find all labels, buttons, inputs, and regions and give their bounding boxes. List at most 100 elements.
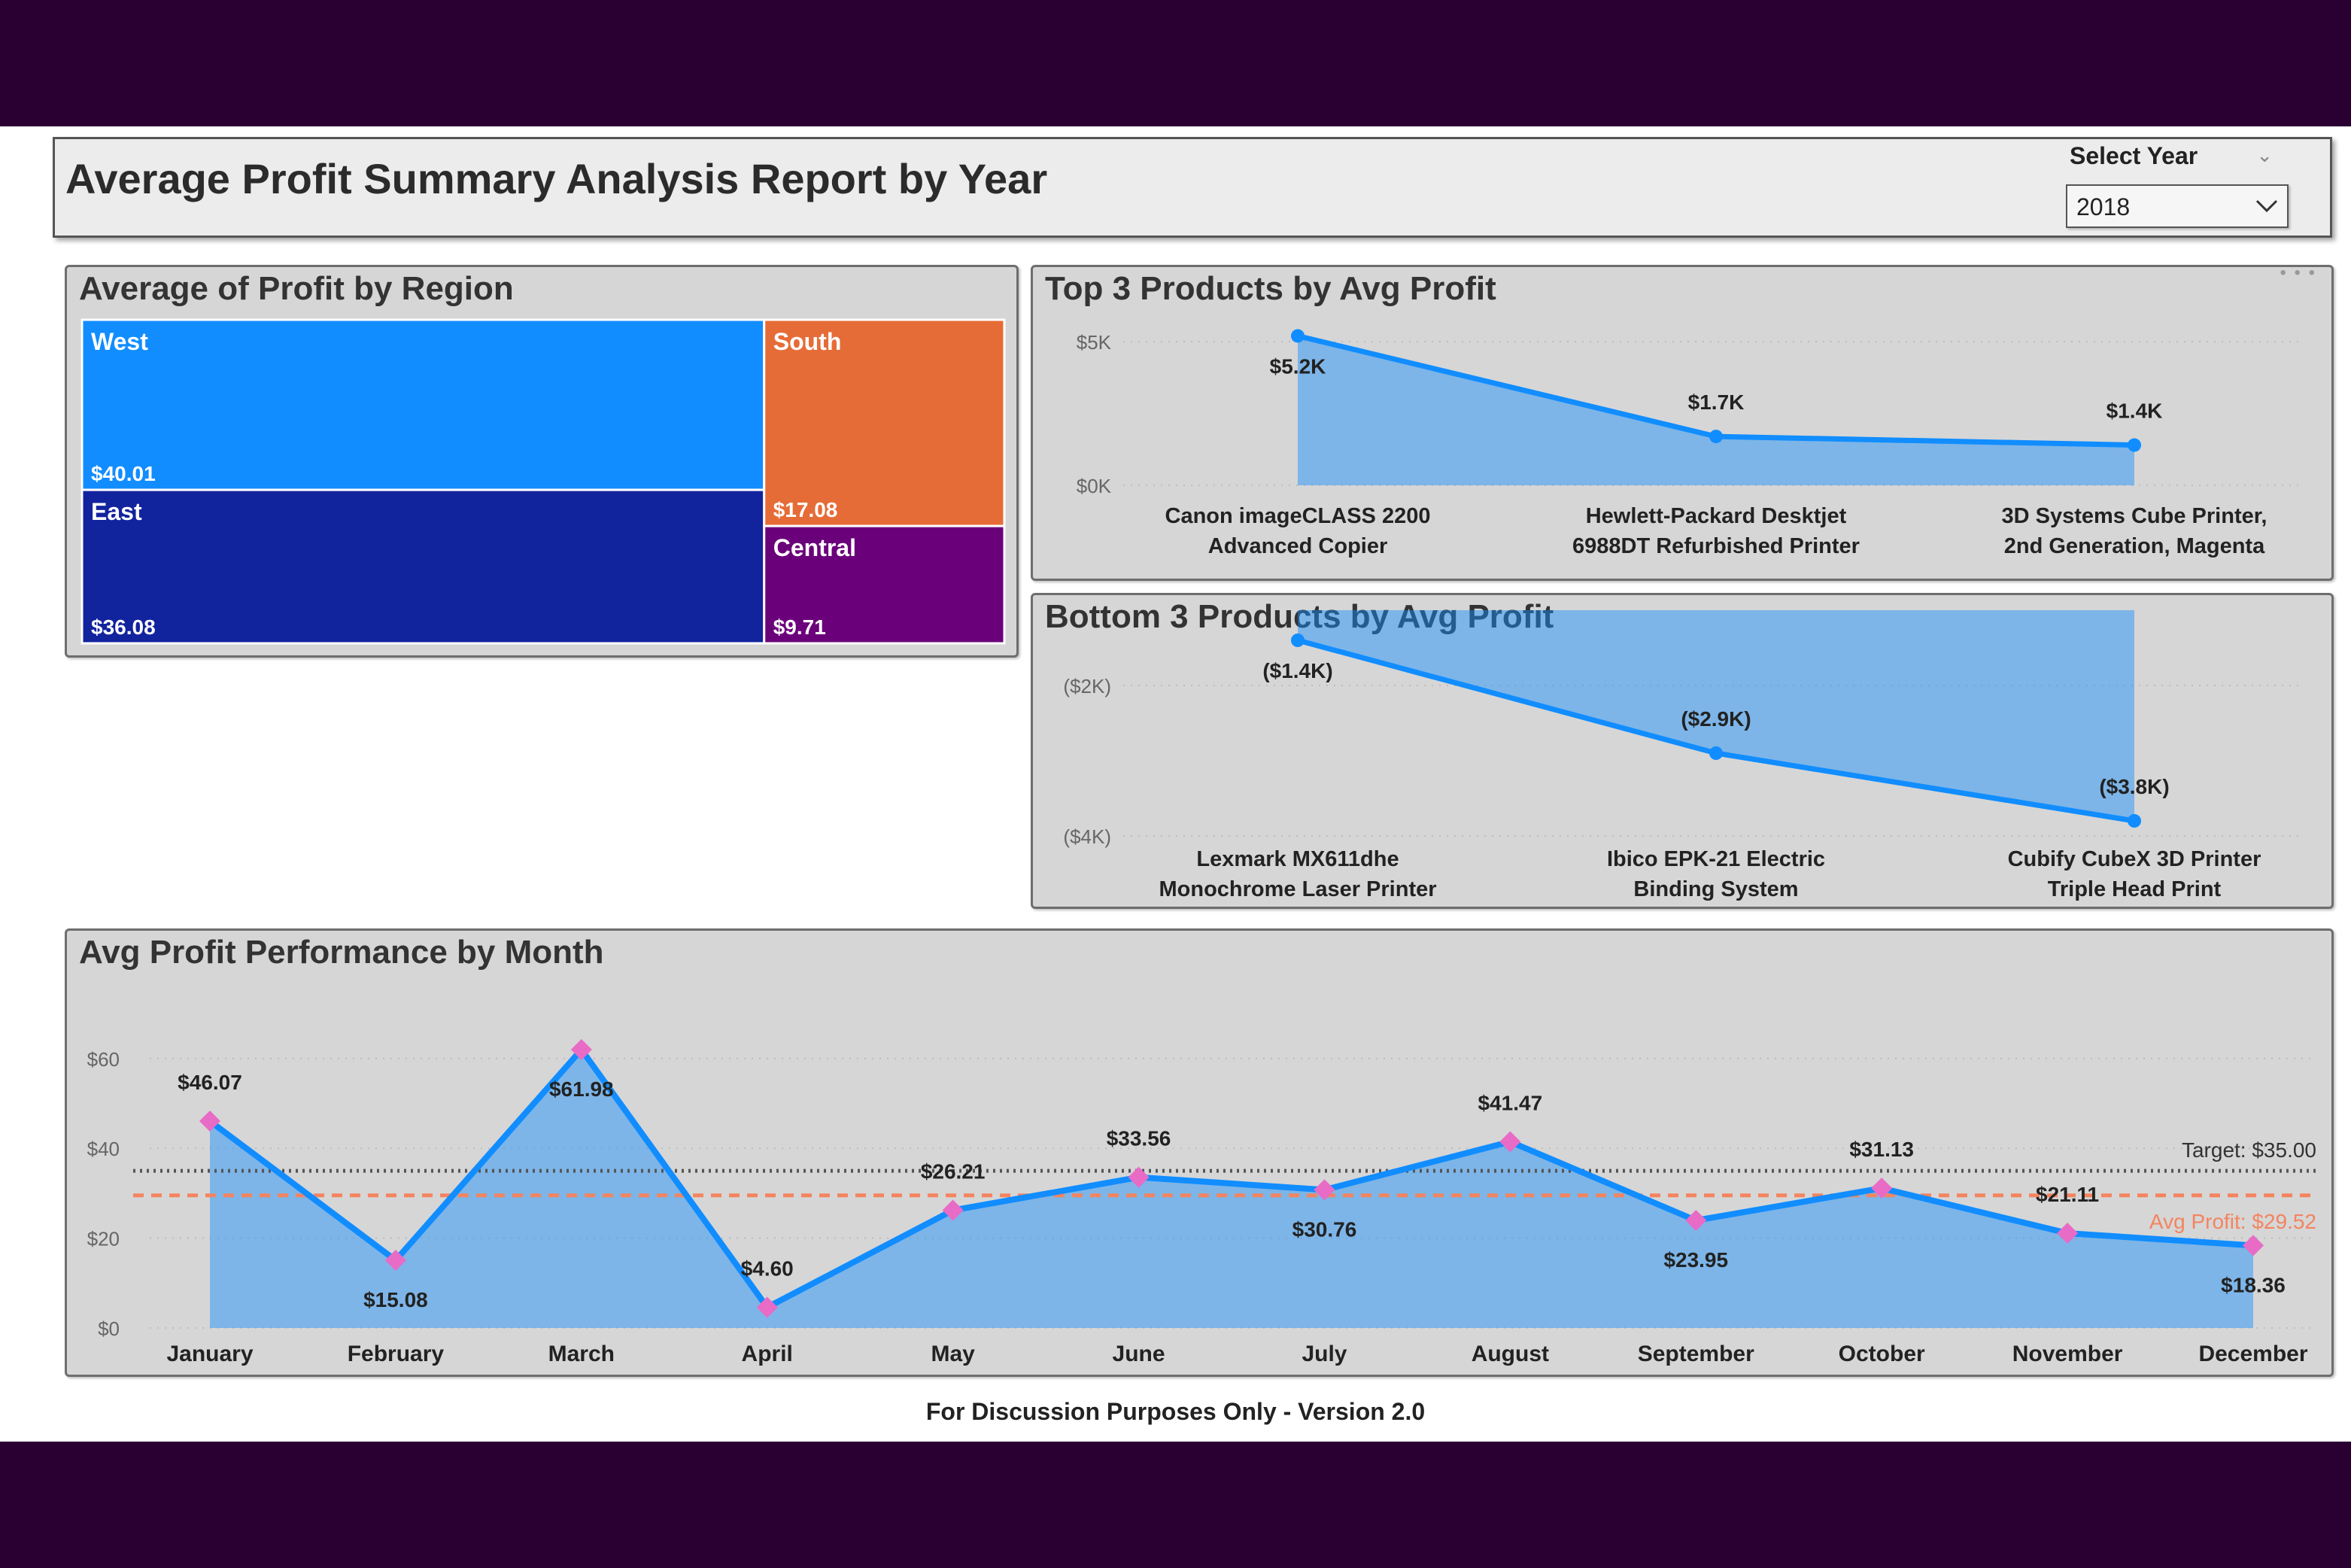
y-tick-label: $40: [87, 1138, 120, 1160]
data-label: $5.2K: [1270, 354, 1326, 378]
series-line: [208, 1047, 2254, 1311]
top3-chart: $0K $5K $5.2K Canon imageCLASS 2200 Advanced…: [1077, 329, 2304, 558]
data-label: $26.21: [921, 1160, 986, 1184]
category-label: 3D Systems Cube Printer,: [2002, 504, 2267, 528]
x-tick-label: February: [348, 1342, 445, 1366]
monthly-title: Avg Profit Performance by Month: [79, 934, 604, 971]
treemap-value-west: $40.01: [91, 462, 156, 485]
category-label: Advanced Copier: [1208, 534, 1388, 558]
x-tick-label: January: [166, 1342, 253, 1366]
x-tick-label: May: [931, 1342, 975, 1366]
treemap-label-west: West: [91, 328, 148, 355]
category-label: Triple Head Print: [2048, 877, 2222, 901]
y-tick-label: $20: [87, 1228, 120, 1250]
treemap-tile-west: [80, 318, 766, 491]
data-point-marker: [199, 1110, 220, 1132]
data-label: $1.7K: [1688, 390, 1745, 414]
treemap-panel: Average of Profit by Region West $40.01 Ea…: [65, 265, 1019, 658]
area-fill: [1298, 336, 2134, 485]
category-label: Lexmark MX611dhe: [1196, 847, 1399, 871]
bottom3-panel: Bottom 3 Products by Avg Profit ($2K) ($4…: [1031, 593, 2334, 909]
footer-note: For Discussion Purposes Only - Version 2…: [925, 1398, 1426, 1425]
category-label: Binding System: [1633, 877, 1798, 901]
top3-title: Top 3 Products by Avg Profit: [1045, 270, 1496, 307]
category-label: Hewlett-Packard Desktjet: [1586, 504, 1847, 528]
data-point-marker: [1499, 1131, 1521, 1153]
data-point-marker: [942, 1199, 964, 1221]
x-tick-label: September: [1638, 1342, 1754, 1366]
average-line-label: Avg Profit: $29.52: [2149, 1210, 2316, 1233]
data-label: $61.98: [549, 1077, 614, 1101]
report-canvas: Average Profit Summary Analysis Report b…: [0, 126, 2351, 1442]
data-label: ($3.8K): [2099, 775, 2169, 798]
y-tick-label: $0: [98, 1317, 120, 1340]
category-label: Canon imageCLASS 2200: [1165, 504, 1431, 528]
data-point: [2128, 438, 2141, 452]
target-line-label: Target: $35.00: [2182, 1138, 2316, 1162]
bottom3-chart: ($2K) ($4K) ($1.4K) Lexmark MX611dhe Monochr…: [1063, 610, 2304, 901]
data-label: $41.47: [1478, 1091, 1543, 1114]
data-point: [1709, 746, 1723, 760]
data-label: $33.56: [1107, 1127, 1171, 1150]
data-point: [2128, 814, 2141, 828]
data-point-marker: [1128, 1166, 1150, 1188]
data-label: ($2.9K): [1681, 707, 1751, 731]
category-label: Monochrome Laser Printer: [1159, 877, 1436, 901]
monthly-chart: $0 $20 $40 $60 Target: $35.00 Avg Profit: $29…: [87, 1039, 2316, 1366]
data-point-marker: [1871, 1178, 1893, 1199]
category-label: 6988DT Refurbished Printer: [1572, 534, 1860, 558]
bottom3-title: Bottom 3 Products by Avg Profit: [1045, 598, 1554, 635]
y-tick-label: ($2K): [1063, 675, 1111, 697]
report-title: Average Profit Summary Analysis Report b…: [65, 155, 1048, 202]
treemap-value-central: $9.71: [773, 615, 826, 639]
year-slicer-dropdown[interactable]: 2018: [2066, 184, 2289, 228]
x-tick-label: December: [2198, 1342, 2307, 1366]
x-tick-label: November: [2012, 1342, 2123, 1366]
y-tick-label: $0K: [1077, 475, 1112, 497]
year-slicer-value: 2018: [2076, 193, 2131, 220]
treemap-tile-east: [80, 488, 766, 645]
chevron-down-icon[interactable]: ⌄: [2256, 144, 2273, 166]
data-label: $30.76: [1292, 1217, 1357, 1241]
category-label: Cubify CubeX 3D Printer: [2008, 847, 2261, 871]
more-options-icon[interactable]: • • •: [2280, 263, 2316, 283]
treemap-label-east: East: [91, 498, 142, 525]
area-fill: [210, 1050, 2253, 1328]
treemap-title: Average of Profit by Region: [79, 270, 514, 307]
treemap-value-east: $36.08: [91, 615, 156, 639]
data-point: [1709, 430, 1723, 444]
data-label: $15.08: [363, 1288, 428, 1311]
treemap-label-central: Central: [773, 534, 856, 561]
data-label: $23.95: [1663, 1248, 1728, 1272]
area-fill: [1298, 610, 2134, 821]
x-tick-label: July: [1302, 1342, 1347, 1366]
data-point-marker: [1685, 1210, 1707, 1232]
data-point-marker: [570, 1039, 592, 1061]
x-tick-label: August: [1472, 1342, 1549, 1366]
x-tick-label: October: [1839, 1342, 1925, 1366]
treemap-label-south: South: [773, 328, 842, 355]
y-tick-label: $60: [87, 1048, 120, 1071]
treemap-tile-central: [763, 524, 1006, 645]
data-label: ($1.4K): [1262, 659, 1332, 682]
top3-panel: • • • Top 3 Products by Avg Profit $0K $5…: [1031, 263, 2334, 581]
data-point-marker: [756, 1296, 778, 1318]
x-tick-label: June: [1113, 1342, 1165, 1366]
year-slicer-label-text: Select Year: [2070, 142, 2198, 169]
data-point-marker: [2243, 1235, 2264, 1257]
category-label: Ibico EPK-21 Electric: [1607, 847, 1825, 871]
x-tick-label: March: [548, 1342, 615, 1366]
treemap-value-south: $17.08: [773, 498, 838, 521]
monthly-panel: Avg Profit Performance by Month $0 $20 $40…: [65, 928, 2334, 1377]
data-point-marker: [2057, 1222, 2079, 1244]
data-label: $31.13: [1849, 1138, 1914, 1161]
x-tick-label: April: [742, 1342, 793, 1366]
data-label: $18.36: [2221, 1273, 2286, 1296]
data-point: [1291, 329, 1305, 343]
data-point-marker: [1314, 1179, 1335, 1201]
chevron-down-icon: [2255, 199, 2278, 213]
treemap-tile-south: [763, 318, 1006, 527]
data-label: $4.60: [741, 1257, 794, 1281]
data-label: $21.11: [2036, 1183, 2099, 1206]
y-tick-label: $5K: [1077, 331, 1112, 354]
